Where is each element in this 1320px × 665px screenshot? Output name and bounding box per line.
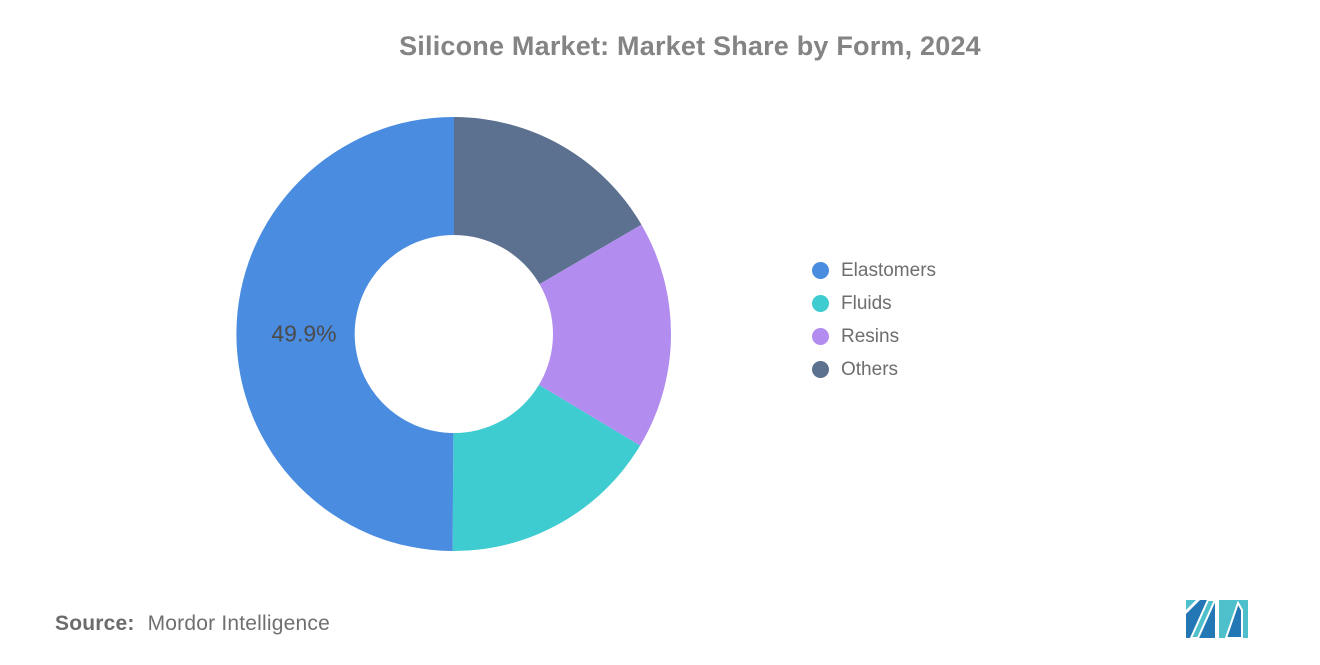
legend-item-fluids[interactable]: Fluids [812, 292, 936, 314]
legend-item-others[interactable]: Others [812, 358, 936, 380]
logo-teal-corner [1186, 600, 1196, 610]
legend-item-elastomers[interactable]: Elastomers [812, 259, 937, 281]
donut-slice-resins[interactable] [538, 224, 671, 446]
mordor-intelligence-logo [1186, 600, 1248, 638]
legend-swatch [812, 327, 829, 345]
legend-label: Elastomers [841, 259, 937, 281]
donut-slice-others[interactable] [454, 117, 642, 285]
source-value: Mordor Intelligence [147, 612, 330, 635]
slice-value-label: 49.9% [271, 320, 337, 347]
legend-swatch [812, 261, 829, 279]
logo-teal-band [1189, 600, 1217, 638]
legend-label: Others [841, 358, 899, 380]
logo-blue-right-tile [1224, 600, 1243, 638]
donut-chart [236, 116, 671, 552]
legend-item-resins[interactable]: Resins [812, 325, 936, 347]
legend-swatch [812, 294, 829, 312]
legend-label: Fluids [841, 292, 892, 314]
donut-slice-fluids[interactable] [452, 384, 641, 552]
donut-slice-elastomers[interactable] [236, 116, 454, 551]
legend-label: Resins [841, 325, 900, 347]
source-note: Source: Mordor Intelligence [55, 612, 330, 636]
chart-title: Silicone Market: Market Share by Form, 2… [399, 31, 981, 61]
legend-swatch [812, 360, 829, 378]
legend: Elastomers Fluids Resins Others [812, 261, 936, 393]
source-label: Source: [55, 612, 135, 635]
